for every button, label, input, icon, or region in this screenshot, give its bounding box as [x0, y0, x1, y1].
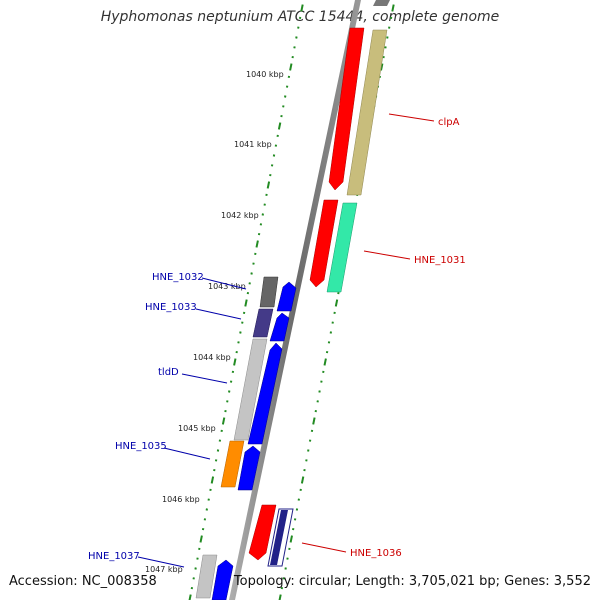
major-tick [312, 417, 316, 425]
gene-label: HNE_1032 [152, 272, 204, 283]
gene-hne-1036[interactable]: HNE_1036 [248, 504, 402, 567]
gene-arrow[interactable] [276, 281, 297, 312]
gene-feature-bar [270, 510, 288, 565]
gene-label-line [201, 277, 247, 290]
scale-label: 1047 kbp [145, 565, 183, 574]
scale-label: 1046 kbp [162, 495, 200, 504]
major-tick [300, 4, 304, 12]
topology-text: Topology: circular; Length: 3,705,021 bp… [233, 574, 591, 589]
major-tick [278, 594, 282, 600]
gene-label-line [363, 250, 411, 260]
major-tick [277, 122, 282, 130]
major-tick [380, 63, 384, 71]
scale-label: 1041 kbp [234, 140, 272, 149]
scale-label: 1045 kbp [178, 424, 216, 433]
gene-tldd[interactable]: tldD [158, 338, 283, 445]
gene-arrow[interactable] [247, 342, 283, 445]
gene-label-line [388, 113, 435, 122]
gene-feature-bar[interactable] [259, 276, 279, 308]
gene-label: HNE_1036 [350, 548, 402, 559]
gene-arrow[interactable] [309, 199, 339, 288]
major-tick [255, 240, 259, 248]
scale-label: 1043 kbp [208, 282, 246, 291]
gene-hne-1037[interactable]: HNE_1037 [88, 551, 234, 600]
accession-text: Accession: NC_008358 [9, 574, 157, 589]
major-tick [323, 358, 327, 366]
major-tick [199, 535, 203, 543]
gene-feature-bar[interactable] [195, 554, 218, 599]
scale-labels: 1040 kbp 1041 kbp 1042 kbp 1043 kbp 1044… [145, 70, 284, 574]
major-tick [188, 594, 192, 600]
major-tick [334, 299, 339, 307]
gene-feature-bar[interactable] [252, 308, 274, 338]
gene-arrow[interactable] [328, 27, 365, 191]
gene-label: tldD [158, 367, 179, 378]
scale-label: 1042 kbp [221, 211, 259, 220]
major-tick [289, 63, 293, 71]
gene-clpa[interactable]: clpA [328, 0, 460, 196]
gene-label-line [137, 556, 185, 568]
gene-label-line [301, 542, 347, 553]
gene-hne-1033[interactable]: HNE_1033 [145, 302, 290, 342]
major-tick [244, 299, 248, 307]
gene-feature-bar[interactable] [220, 440, 245, 488]
gene-label: HNE_1033 [145, 302, 197, 313]
major-tick [391, 4, 395, 12]
gene-feature-bar [373, 0, 390, 6]
reverse-tick-track [188, 4, 304, 600]
gene-label-line [181, 373, 228, 384]
gene-hne-1032[interactable]: HNE_1032 [152, 272, 297, 312]
major-tick [266, 181, 271, 189]
gene-arrow[interactable] [248, 504, 277, 561]
gene-arrow[interactable] [211, 559, 234, 600]
gene-label-line [195, 308, 242, 320]
genome-backbone [229, 0, 361, 600]
scale-label: 1044 kbp [193, 353, 231, 362]
major-tick [221, 417, 226, 425]
gene-label: clpA [438, 117, 460, 128]
gene-feature-bar[interactable] [326, 202, 358, 293]
gene-hne-1031[interactable]: HNE_1031 [309, 199, 466, 293]
gene-label: HNE_1035 [115, 441, 167, 452]
gene-arrow[interactable] [237, 445, 261, 491]
scale-label: 1040 kbp [246, 70, 284, 79]
gene-feature-bar[interactable] [233, 338, 268, 441]
major-tick [233, 358, 237, 366]
major-tick [300, 476, 305, 484]
major-tick [210, 476, 215, 484]
gene-arrow[interactable] [269, 312, 290, 342]
gene-label: HNE_1031 [414, 255, 466, 266]
gene-label-line [163, 447, 211, 460]
gene-feature-bar[interactable] [346, 29, 388, 196]
gene-hne-1035[interactable]: HNE_1035 [115, 440, 261, 491]
gene-label: HNE_1037 [88, 551, 140, 562]
major-tick [289, 535, 293, 543]
